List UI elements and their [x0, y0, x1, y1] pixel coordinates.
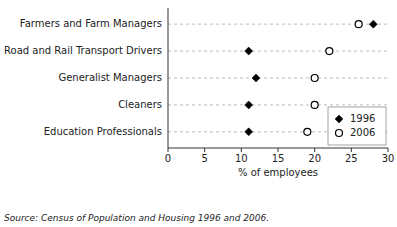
x-tick — [351, 148, 352, 152]
chart: Education Professionals Cleaners Generalis… — [0, 0, 397, 227]
category-label: Education Professionals — [44, 126, 162, 137]
legend-marker — [336, 130, 343, 137]
dot-circle — [311, 75, 318, 82]
category-label: Generalist Managers — [58, 72, 162, 83]
category-label: Farmers and Farm Managers — [20, 18, 162, 29]
x-tick — [314, 148, 315, 152]
x-tick — [168, 148, 169, 152]
x-tick — [204, 148, 205, 152]
x-tick-label: 15 — [272, 153, 285, 164]
category-label: Road and Rail Transport Drivers — [4, 45, 162, 56]
dot-circle — [304, 128, 311, 135]
dot-circle — [326, 48, 333, 55]
x-tick-label: 10 — [235, 153, 248, 164]
x-axis-label: % of employees — [238, 167, 318, 178]
grid-line — [168, 78, 388, 79]
x-tick-label: 5 — [201, 153, 207, 164]
legend-label: 2006 — [350, 127, 375, 138]
x-tick — [388, 148, 389, 152]
legend: 1996 2006 — [328, 107, 386, 145]
category-label: Cleaners — [118, 99, 162, 110]
grid-line — [168, 104, 388, 105]
x-tick-label: 20 — [308, 153, 321, 164]
dot-diamond — [245, 128, 253, 136]
marks — [245, 20, 378, 136]
dot-diamond — [245, 101, 253, 109]
dot-circle — [355, 21, 362, 28]
dot-circle — [311, 101, 318, 108]
x-tick — [278, 148, 279, 152]
dot-diamond — [245, 47, 253, 55]
x-tick — [241, 148, 242, 152]
x-tick-label: 30 — [382, 153, 395, 164]
legend-marker — [335, 115, 343, 123]
dot-diamond — [369, 20, 377, 28]
dot-diamond — [252, 74, 260, 82]
x-tick-label: 25 — [345, 153, 358, 164]
source-note: Source: Census of Population and Housing… — [4, 213, 269, 223]
x-tick-label: 0 — [165, 153, 171, 164]
grid-line — [168, 51, 388, 52]
y-axis-line — [168, 8, 169, 148]
legend-frame — [328, 107, 386, 145]
legend-label: 1996 — [350, 113, 375, 124]
